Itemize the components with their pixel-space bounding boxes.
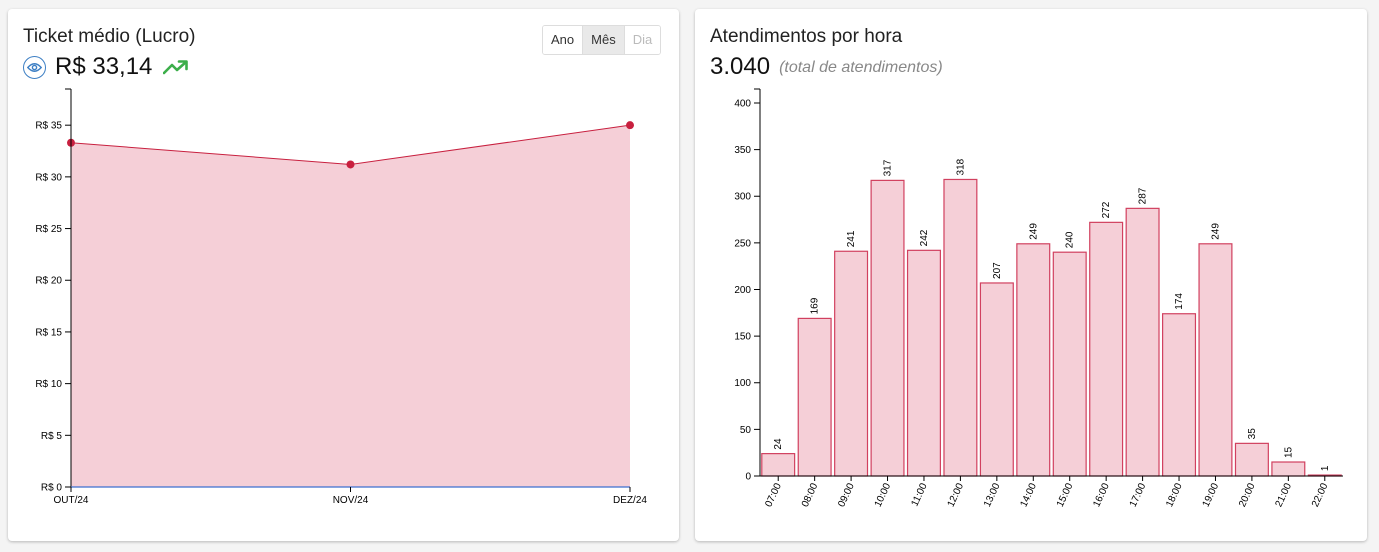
y-tick-label: R$ 25 (35, 224, 62, 235)
ticket-medio-card: Ticket médio (Lucro) R$ 33,14 Ano Mês Di… (8, 9, 679, 541)
bar (797, 317, 832, 477)
y-tick-label: R$ 10 (35, 379, 62, 390)
atendimentos-value-row: 3.040 (total de atendimentos) (710, 53, 943, 81)
bar (1162, 313, 1197, 477)
bar-value-label: 24 (773, 438, 784, 450)
bar-value-label: 272 (1101, 201, 1112, 218)
x-tick-label: 08:00 (800, 481, 821, 509)
bar (943, 178, 978, 477)
atendimentos-card: Atendimentos por hora 3.040 (total de at… (695, 9, 1367, 541)
x-tick-label: 19:00 (1201, 481, 1222, 509)
data-point (346, 160, 355, 169)
y-tick-label: 250 (734, 238, 751, 249)
y-tick-label: R$ 15 (35, 327, 62, 338)
atendimentos-total: 3.040 (710, 53, 771, 80)
bar (1089, 221, 1124, 477)
bar-value-label: 318 (955, 158, 966, 175)
ticket-value: R$ 33,14 (55, 53, 153, 80)
y-tick-label: R$ 20 (35, 276, 62, 287)
ticket-card-title: Ticket médio (Lucro) (23, 26, 196, 47)
bar-value-label: 169 (810, 297, 821, 314)
y-tick-label: 100 (734, 378, 751, 389)
x-tick-label: NOV/24 (333, 495, 369, 506)
atendimentos-total-note: (total de atendimentos) (779, 59, 943, 76)
x-tick-label: 16:00 (1091, 481, 1112, 509)
x-tick-label: 07:00 (763, 481, 784, 509)
bar-value-label: 317 (883, 159, 894, 176)
x-tick-label: 22:00 (1310, 481, 1331, 509)
period-toggle: Ano Mês Dia (542, 25, 662, 55)
bar (1271, 461, 1306, 477)
data-point (626, 121, 634, 130)
eye-icon[interactable] (23, 55, 46, 79)
atendimentos-card-title: Atendimentos por hora (710, 26, 903, 47)
y-tick-label: 300 (734, 192, 751, 203)
bar (834, 250, 869, 477)
x-tick-label: 15:00 (1055, 481, 1076, 509)
ticket-value-row: R$ 33,14 (23, 53, 189, 81)
x-tick-label: DEZ/24 (613, 495, 647, 506)
bar-value-label: 287 (1138, 187, 1149, 204)
area-fill (71, 125, 630, 487)
bar (906, 249, 941, 477)
period-button-mes[interactable]: Mês (582, 26, 624, 54)
y-tick-label: 200 (734, 285, 751, 296)
bar (1234, 442, 1269, 477)
period-button-ano[interactable]: Ano (543, 26, 583, 54)
period-button-dia: Dia (623, 26, 661, 54)
y-tick-label: R$ 30 (35, 172, 62, 183)
bar (761, 453, 796, 477)
x-tick-label: 12:00 (946, 481, 967, 509)
x-tick-label: 18:00 (1164, 481, 1185, 509)
trending-up-icon (163, 59, 189, 75)
bar-value-label: 249 (1028, 223, 1039, 240)
y-tick-label: 50 (740, 425, 752, 436)
bar-value-label: 35 (1247, 428, 1258, 440)
y-tick-label: R$ 35 (35, 121, 62, 132)
bar (870, 179, 905, 477)
x-tick-label: OUT/24 (53, 495, 88, 506)
x-tick-label: 17:00 (1128, 481, 1149, 509)
y-tick-label: 0 (745, 472, 751, 483)
ticket-area-chart: R$ 0 R$ 5 R$ 10 R$ 15 R$ 20 R$ 25 R$ 30 R$ 35 OU… (35, 88, 647, 506)
y-tick-label: 350 (734, 145, 751, 156)
y-tick-label: 150 (734, 332, 751, 343)
bar (1125, 207, 1160, 477)
y-tick-label: 400 (734, 98, 751, 109)
y-tick-label: R$ 5 (41, 431, 63, 442)
bar-value-label: 174 (1174, 293, 1185, 310)
bar-value-label: 207 (992, 262, 1003, 279)
bar (979, 282, 1014, 477)
bar-value-label: 240 (1065, 231, 1076, 248)
bar (1198, 243, 1233, 477)
x-tick-label: 21:00 (1274, 481, 1295, 509)
x-tick-label: 13:00 (982, 481, 1003, 509)
bar-value-label: 15 (1283, 446, 1294, 458)
x-tick-label: 09:00 (836, 481, 857, 509)
x-tick-label: 20:00 (1237, 481, 1258, 509)
bar-value-label: 242 (919, 229, 930, 246)
bar-value-label: 249 (1210, 223, 1221, 240)
bar (1016, 243, 1051, 477)
y-tick-label: R$ 0 (41, 483, 63, 494)
bar-value-label: 1 (1320, 465, 1331, 471)
bar (1052, 251, 1087, 477)
x-tick-label: 11:00 (909, 481, 929, 508)
x-tick-label: 10:00 (873, 481, 894, 509)
x-tick-label: 14:00 (1018, 481, 1039, 509)
atendimentos-bar-chart: 24 169 241 317 242 318 207 249 240 272 287 174 249 35… (734, 88, 1343, 509)
bar-value-label: 241 (846, 230, 857, 247)
